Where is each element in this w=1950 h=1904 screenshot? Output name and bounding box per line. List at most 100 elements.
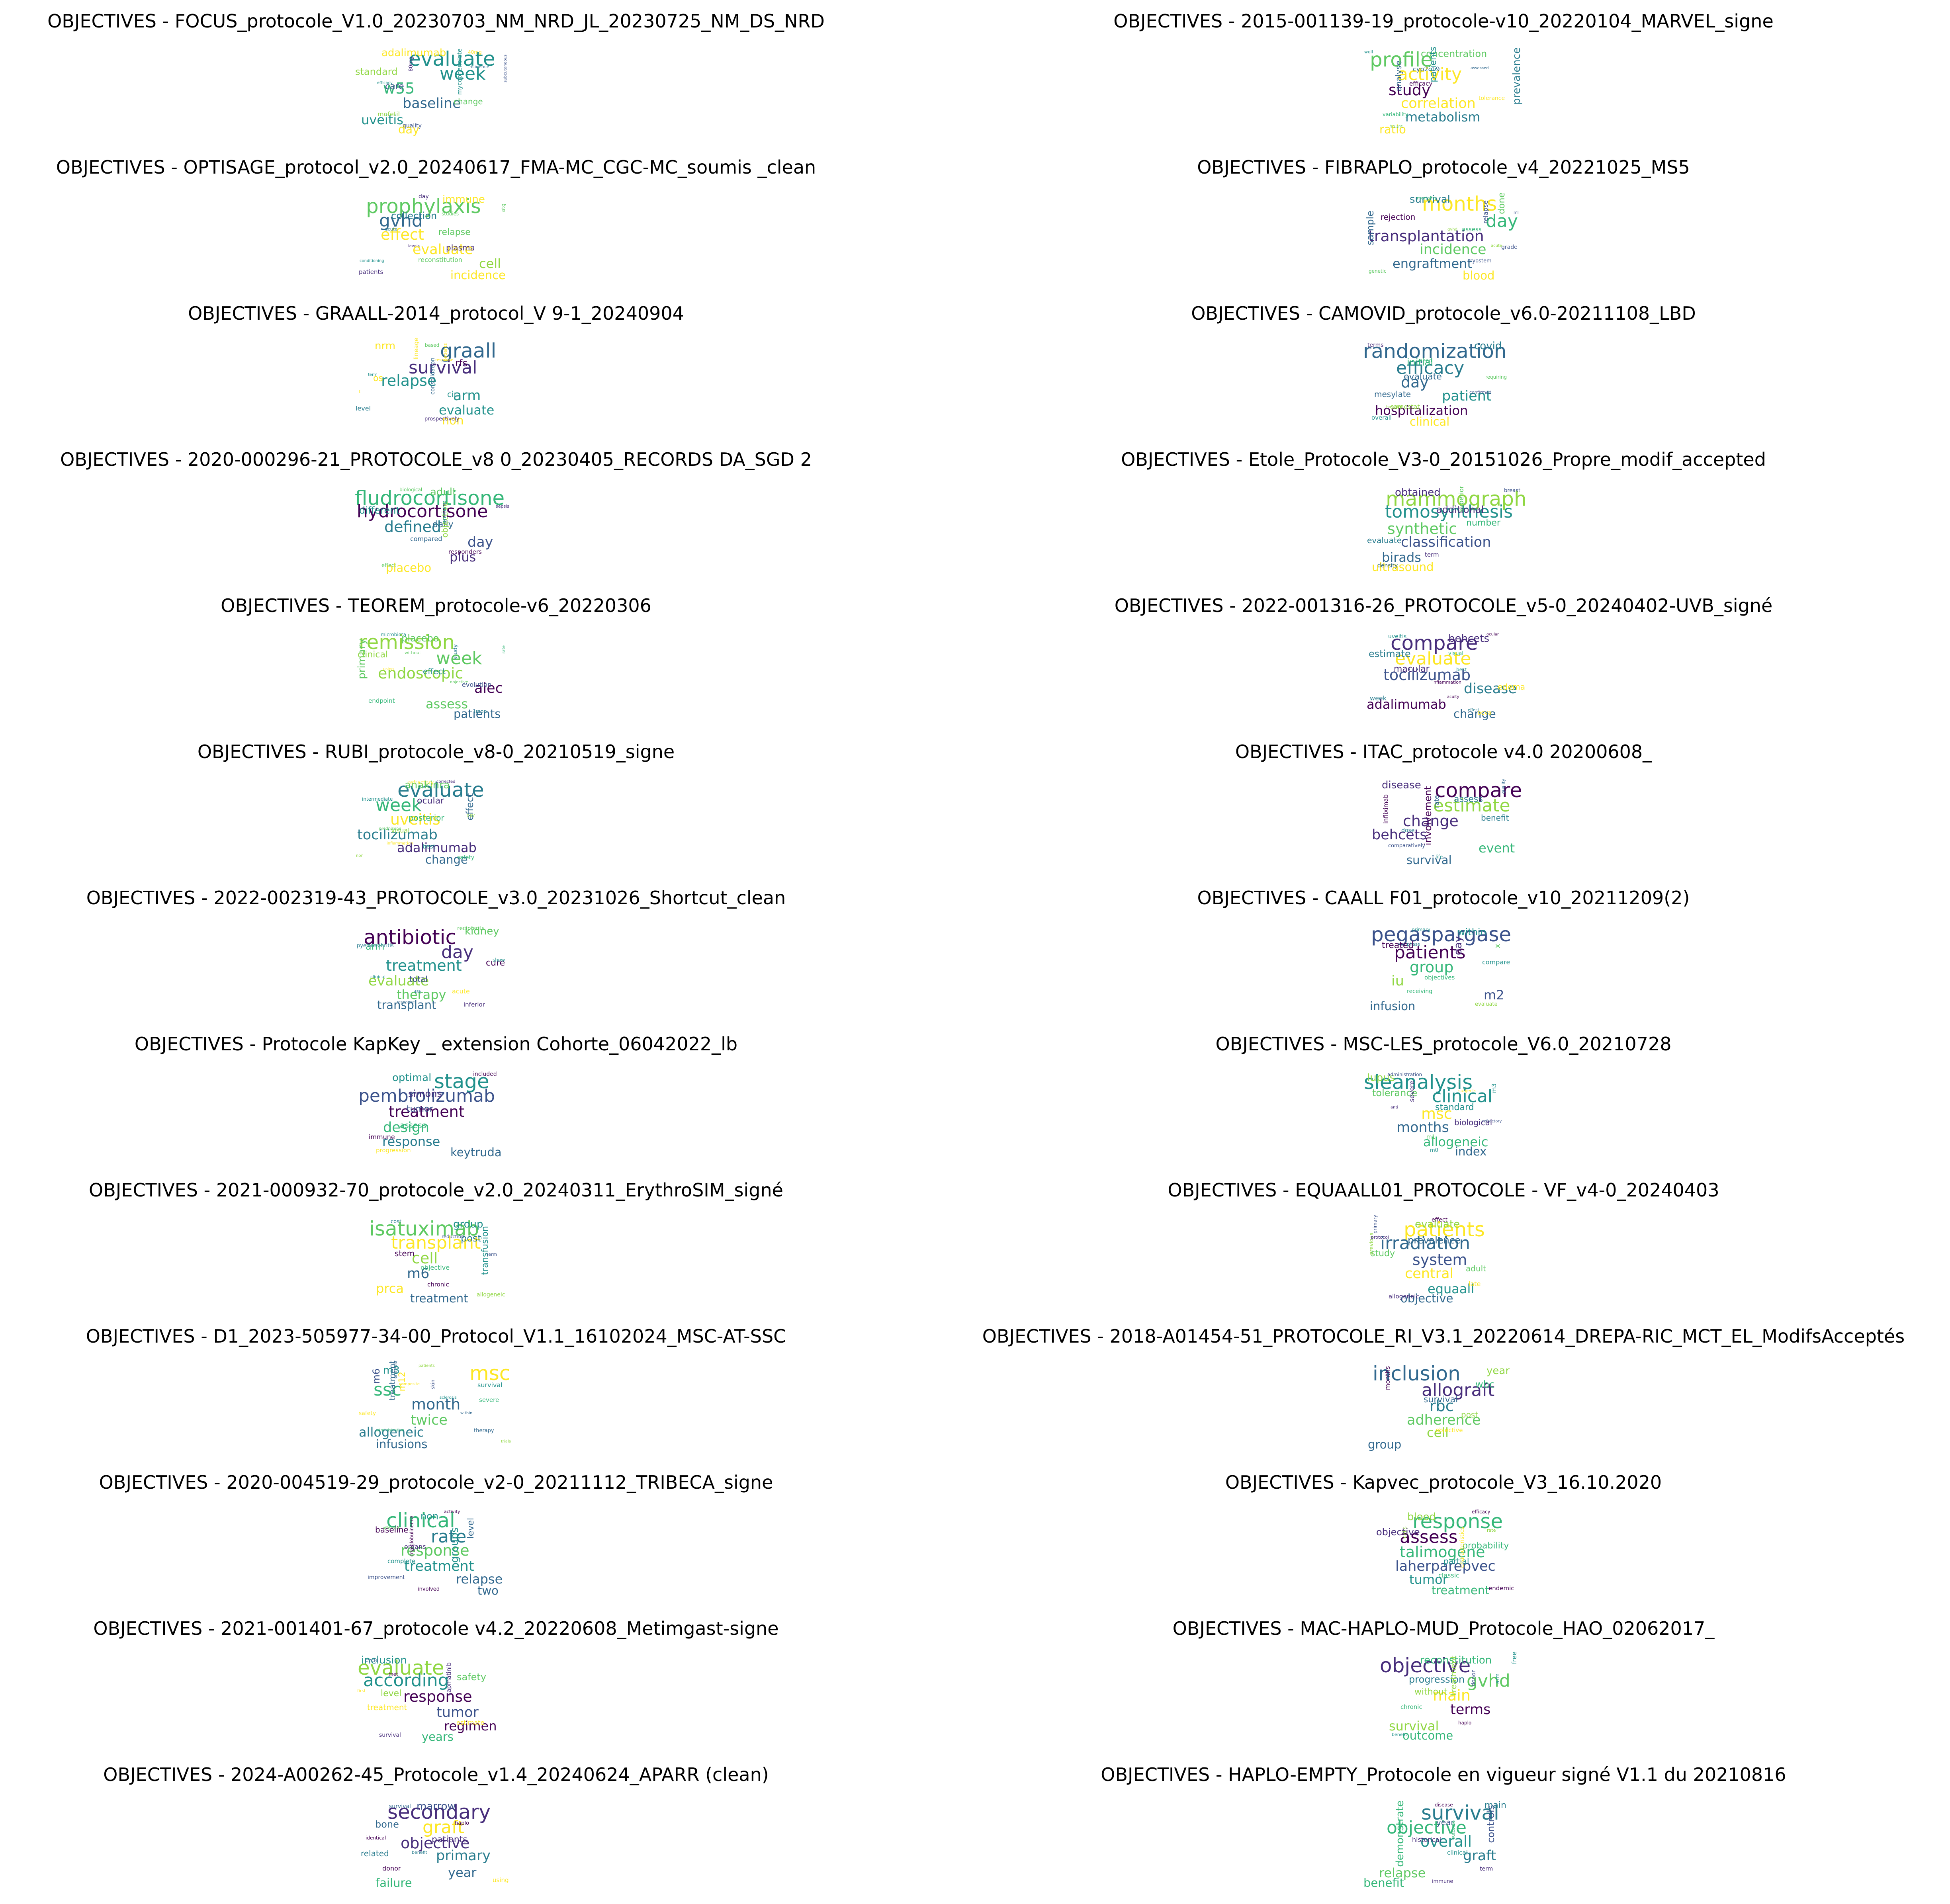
cloud-word: months [1422,192,1497,215]
cloud-word: relapse [1482,200,1489,224]
cloud-word: hydrocortisone [357,501,488,522]
cloud-word: allogeneic [359,1425,424,1440]
cloud-word: clinical [1447,1849,1468,1856]
cloud-word: mammography [1386,487,1525,510]
cloud-word: stage [434,1070,489,1093]
cloud-word: uveitis [390,811,440,828]
cloud-word: hospital [1386,405,1402,409]
cloud-word: overall [1420,1833,1472,1850]
panel-title: OBJECTIVES - EQUAALL01_PROTOCOLE - VF_v4… [1168,1179,1719,1201]
word-cloud: compare estimate change behcets event surviva… [1362,774,1525,867]
cloud-word: upon [474,709,487,715]
cloud-word: analysis [393,1361,398,1379]
panel-title: OBJECTIVES - HAPLO-EMPTY_Protocole en vi… [1101,1764,1786,1785]
cloud-word: compared [410,535,442,543]
cloud-word: within [1457,927,1486,938]
cloud-word: sleanalysis [1364,1071,1473,1094]
cloud-word: cell [479,256,501,271]
cloud-word: reconstitution [1420,1654,1492,1666]
cloud-word: involvement [1422,786,1434,846]
cloud-word: activity [444,1509,460,1514]
word-cloud: secondary graft objective primary year failur… [354,1797,518,1890]
cloud-word: endemic [1488,1585,1514,1592]
cloud-word: progression [376,1147,411,1154]
cloud-word: non [356,854,364,858]
cloud-word: visual [1448,651,1463,657]
cloud-word: pyelonephritis [357,943,394,949]
cloud-word: main [1485,1800,1506,1810]
cloud-word: density [1377,563,1398,569]
cloud-word: sample [1365,211,1376,246]
cloud-word: administration [1387,1072,1422,1077]
cloud-word: cryostem [1467,258,1492,264]
cloud-word: based [425,342,440,348]
cloud-word: sclerosis [440,1396,457,1400]
cloud-word: survival [1389,1718,1439,1734]
cloud-word: inflammation [1432,680,1461,685]
cloud-word: allogeneic [1389,1293,1419,1300]
cloud-word: done [1497,192,1507,214]
cloud-word: number [1466,518,1500,528]
cloud-word: clinical [1432,1086,1493,1106]
cloud-word: variability [1383,112,1408,118]
cloud-word: treatment [389,1103,465,1120]
cloud-word: t [359,390,360,394]
cloud-word: rate [431,1527,467,1547]
cloud-word: immune [1432,1879,1453,1884]
cloud-word: iu [1391,973,1404,989]
cloud-word: survival [1410,194,1450,205]
cloud-word: effect [381,563,397,569]
cloud-word: complete [387,1558,416,1565]
cloud-word: blood [1463,269,1495,282]
cloud-word: assess [1454,794,1483,804]
cloud-word: tocilizumab [357,827,438,843]
cloud-word: incidence [1420,242,1486,258]
cloud-word: met [389,1671,398,1677]
wordcloud-panel: OBJECTIVES - 2021-001401-67_protocole v4… [0,1615,914,1758]
cloud-word: infusions [376,1437,428,1451]
cloud-word: m12 [397,1372,407,1392]
cloud-word: pembrolizumab [358,1086,495,1106]
cloud-word: adherence [1407,1412,1481,1428]
wordcloud-panel: OBJECTIVES - 2015-001139-19_protocole-v1… [966,7,1921,151]
cloud-word: ultrasound [1372,560,1434,574]
wordcloud-panel: OBJECTIVES - RUBI_protocole_v8-0_2021051… [0,738,914,881]
cloud-word: optimal [392,1072,432,1084]
cloud-word: standard [1435,1103,1474,1112]
cloud-word: terms [1367,342,1384,348]
cloud-word: estimate [1433,796,1510,816]
word-cloud: msc ssc month twice allogeneic infusions m3 m6 m… [354,1359,518,1451]
word-cloud: sleanalysis clinical msc months allogeneic in… [1362,1067,1525,1159]
word-cloud: response assess talimogene laherparepvec tum… [1362,1505,1525,1597]
word-cloud: remission week endoscopic aiec assess patient… [354,628,518,721]
cloud-word: level [381,1689,402,1699]
cloud-word: therapy [474,1428,494,1434]
cloud-word: graft [1463,1848,1496,1864]
cloud-word: objective [1380,1654,1471,1677]
cloud-word: effect [1468,708,1479,712]
cloud-word: severe [1408,1081,1416,1102]
cloud-word: groups [449,1527,461,1563]
cloud-word: two [477,1584,499,1597]
panel-title: OBJECTIVES - 2015-001139-19_protocole-v1… [1113,10,1774,32]
cloud-word: blood [1407,1511,1436,1523]
cloud-word: skin [430,1380,436,1390]
cloud-word: acute [452,987,470,995]
cloud-word: tumor [1409,1572,1448,1587]
cloud-word: treatment [386,957,462,974]
cloud-word: birads [1382,550,1421,565]
cloud-word: change [1453,707,1496,721]
cloud-word: transplantation [1368,227,1484,245]
cloud-word: incidence [450,268,506,282]
cloud-word: day [467,534,493,550]
cloud-word: prca [376,1281,404,1296]
cloud-word: quality [403,123,422,129]
cloud-word: pegaspargase [1371,923,1512,946]
panel-title: OBJECTIVES - 2021-000932-70_protocole_v2… [89,1179,783,1201]
panel-title: OBJECTIVES - Protocole KapKey _ extensio… [134,1033,738,1055]
cloud-word: level [466,1518,476,1539]
cloud-word: immune [441,501,448,524]
cloud-word: objective [421,1264,450,1271]
cloud-word: day [467,813,475,818]
cloud-word: levels [408,244,420,248]
